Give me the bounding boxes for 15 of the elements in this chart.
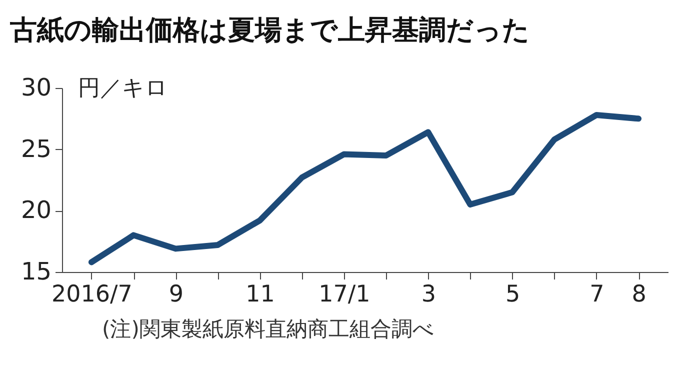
x-tick-label: 2016/7 (51, 282, 132, 308)
x-tick-label: 9 (168, 282, 184, 308)
y-tick-label: 15 (20, 258, 52, 286)
x-tick-label: 7 (590, 282, 604, 308)
x-tick-label: 11 (246, 282, 275, 308)
x-tick-label: 5 (505, 282, 520, 308)
chart-title: 古紙の輸出価格は夏場まで上昇基調だった (9, 15, 530, 46)
y-tick-label: 30 (20, 74, 52, 102)
x-tick-label: 8 (632, 282, 646, 308)
x-tick-label: 3 (421, 282, 436, 308)
x-tick-label: 17/1 (318, 282, 370, 308)
y-axis-title: 円／キロ (78, 76, 168, 101)
y-tick-label: 20 (20, 196, 52, 224)
text: (注)関東製紙原料直納商工組合調べ (102, 317, 434, 341)
y-tick-label: 25 (20, 134, 52, 163)
